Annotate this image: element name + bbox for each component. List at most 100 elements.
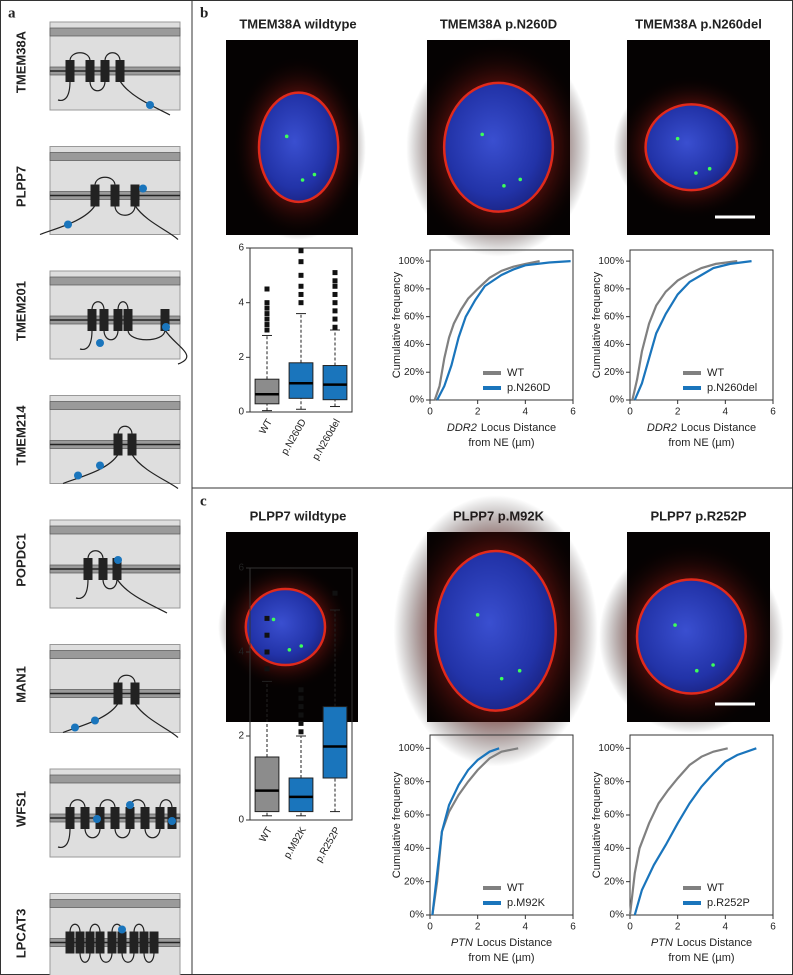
locus-signal xyxy=(517,668,522,673)
x-tick-label: 6 xyxy=(770,407,776,418)
cdf-line xyxy=(436,260,571,401)
transmembrane-domain xyxy=(110,184,120,207)
y-tick-label: 0% xyxy=(410,910,425,921)
cdf-line xyxy=(631,260,738,401)
locus-signal xyxy=(518,177,523,182)
y-tick-label: 0% xyxy=(610,910,625,921)
protein-chain xyxy=(69,923,155,963)
outlier xyxy=(332,316,338,322)
transmembrane-domain xyxy=(110,807,120,829)
transmembrane-domain xyxy=(130,682,140,705)
protein-chain xyxy=(62,425,179,489)
transmembrane-domain xyxy=(75,931,85,954)
image-title: TMEM38A p.N260D xyxy=(440,16,557,31)
box xyxy=(322,706,348,779)
locus-signal xyxy=(480,132,484,137)
plot-frame xyxy=(249,247,353,413)
outlier xyxy=(332,270,338,276)
legend-label: WT xyxy=(507,367,524,379)
variant-site xyxy=(162,323,170,331)
locus-signal xyxy=(475,613,480,617)
locus-signal xyxy=(694,171,698,175)
y-tick-label: 100% xyxy=(398,256,424,267)
x-axis-label-gene: PTN xyxy=(451,937,473,949)
image-title: PLPP7 wildtype xyxy=(250,508,347,523)
locus-signal xyxy=(300,178,305,182)
transmembrane-domain xyxy=(83,558,93,580)
y-tick-label: 2 xyxy=(238,352,244,363)
legend-label: WT xyxy=(707,882,724,894)
protein-name: MAN1 xyxy=(13,666,28,703)
y-tick-label: 80% xyxy=(404,284,424,295)
plot-frame xyxy=(629,249,774,401)
transmembrane-domain xyxy=(90,184,100,207)
outlier xyxy=(298,300,304,306)
legend-label: p.R252P xyxy=(707,897,750,909)
variant-site xyxy=(168,817,176,825)
protein-name: LPCAT3 xyxy=(13,909,28,959)
transmembrane-domain xyxy=(98,558,108,580)
y-tick-label: 40% xyxy=(404,843,424,854)
locus-signal xyxy=(499,676,504,681)
x-tick-label: 0 xyxy=(627,922,633,933)
x-axis-label-gene: DDR2 xyxy=(447,422,477,434)
transmembrane-domain xyxy=(115,60,125,82)
y-tick-label: 40% xyxy=(604,339,624,350)
cdf-line xyxy=(431,747,519,916)
outer-membrane xyxy=(49,276,181,286)
box xyxy=(254,378,280,405)
protein-name: WFS1 xyxy=(13,791,28,827)
x-axis-label-gene: PTN xyxy=(651,937,673,949)
outlier xyxy=(332,278,338,284)
y-tick-label: 60% xyxy=(604,810,624,821)
x-tick-label: p.N260D xyxy=(280,417,309,457)
y-tick-label: 4 xyxy=(238,647,244,658)
locus-signal xyxy=(694,668,699,673)
outlier xyxy=(298,720,304,726)
transmembrane-domain xyxy=(123,309,133,331)
outlier xyxy=(298,687,304,693)
x-axis-label: DDR2 Locus Distance xyxy=(647,422,756,434)
y-tick-label: 60% xyxy=(404,810,424,821)
outer-membrane xyxy=(49,401,181,410)
locus-signal xyxy=(707,166,712,171)
x-tick-label: 6 xyxy=(770,922,776,933)
outlier xyxy=(264,286,270,292)
outlier xyxy=(298,695,304,701)
transmembrane-domain xyxy=(149,931,159,954)
x-axis-label: PTN Locus Distance xyxy=(451,937,552,949)
legend-label: p.N260D xyxy=(507,382,550,394)
transmembrane-domain xyxy=(130,184,140,207)
image-title: PLPP7 p.R252P xyxy=(650,508,746,523)
x-tick-label: p.R252P xyxy=(314,825,343,864)
y-tick-label: 100% xyxy=(598,743,624,754)
y-tick-label: 0% xyxy=(610,395,625,406)
locus-signal xyxy=(271,617,276,622)
outlier xyxy=(298,272,304,278)
x-axis-label: from NE (µm) xyxy=(668,437,734,449)
transmembrane-domain xyxy=(65,931,75,954)
outlier xyxy=(264,327,270,333)
legend-label: WT xyxy=(507,882,524,894)
transmembrane-domain xyxy=(113,682,123,705)
variant-site xyxy=(96,461,104,470)
protein-name: TMEM38A xyxy=(13,30,28,93)
transmembrane-domain xyxy=(95,931,105,954)
outlier xyxy=(264,305,270,311)
nucleus xyxy=(244,587,327,667)
protein-name: PLPP7 xyxy=(13,166,28,207)
transmembrane-domain xyxy=(113,433,123,456)
x-axis-label-text: Locus Distance xyxy=(481,422,556,434)
x-axis-label: from NE (µm) xyxy=(468,952,534,964)
transmembrane-domain xyxy=(107,931,117,954)
transmembrane-domain xyxy=(127,433,137,456)
y-tick-label: 60% xyxy=(404,311,424,322)
outlier xyxy=(264,311,270,317)
outlier xyxy=(332,308,338,314)
x-tick-label: 6 xyxy=(570,922,576,933)
x-tick-label: WT xyxy=(258,825,275,844)
transmembrane-domain xyxy=(99,309,109,331)
outer-membrane xyxy=(49,650,181,659)
nucleus xyxy=(635,578,747,695)
transmembrane-domain xyxy=(85,931,95,954)
